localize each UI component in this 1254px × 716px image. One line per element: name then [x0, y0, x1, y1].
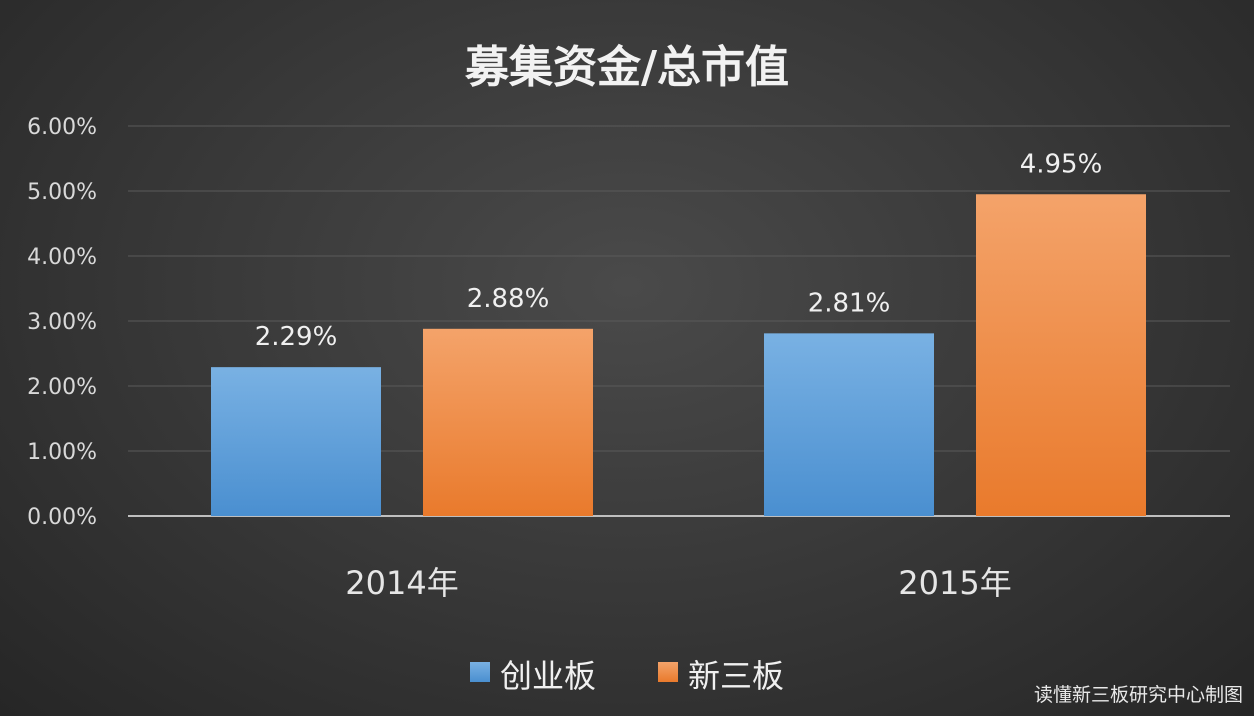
y-tick-label: 4.00%	[27, 245, 97, 270]
bar	[211, 367, 381, 516]
x-axis-category-labels: 2014年 2015年	[345, 564, 1011, 602]
data-label: 2.88%	[467, 284, 550, 314]
bar	[764, 333, 934, 516]
source-note: 读懂新三板研究中心制图	[1034, 684, 1243, 706]
data-label: 2.81%	[808, 288, 891, 318]
y-tick-label: 3.00%	[27, 310, 97, 335]
bar	[423, 328, 593, 516]
legend-label: 新三板	[688, 657, 784, 695]
y-tick-label: 1.00%	[27, 440, 97, 465]
y-tick-label: 6.00%	[27, 115, 97, 140]
x-tick-label: 2015年	[898, 564, 1011, 602]
data-label: 4.95%	[1020, 149, 1103, 179]
y-tick-label: 2.00%	[27, 375, 97, 400]
bars	[211, 194, 1146, 516]
legend-swatch	[658, 662, 678, 682]
y-axis-tick-labels: 0.00% 1.00% 2.00% 3.00% 4.00% 5.00% 6.00%	[27, 115, 97, 530]
x-tick-label: 2014年	[345, 564, 458, 602]
y-tick-label: 0.00%	[27, 505, 97, 530]
chart-title: 募集资金/总市值	[464, 42, 789, 93]
legend: 创业板 新三板	[470, 657, 784, 695]
data-labels: 2.29% 2.88% 2.81% 4.95%	[255, 149, 1103, 352]
y-tick-label: 5.00%	[27, 180, 97, 205]
data-label: 2.29%	[255, 322, 338, 352]
legend-swatch	[470, 662, 490, 682]
bar	[976, 194, 1146, 516]
legend-label: 创业板	[500, 657, 596, 695]
